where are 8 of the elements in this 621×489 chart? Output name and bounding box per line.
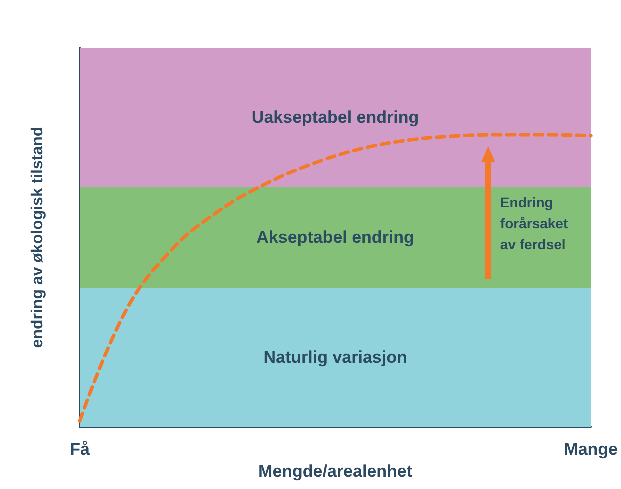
x-tick-label: Mange: [564, 440, 618, 459]
annotation: Endring forårsaket av ferdsel: [500, 194, 568, 253]
x-tick-label: Få: [70, 440, 90, 459]
band-label: Uakseptabel endring: [252, 108, 420, 127]
band-label: Akseptabel endring: [256, 228, 414, 247]
y-axis-title: endring av økologisk tilstand: [30, 126, 46, 348]
x-axis-title: Mengde/arealenhet: [258, 462, 413, 481]
band-label: Naturlig variasjon: [264, 348, 408, 368]
